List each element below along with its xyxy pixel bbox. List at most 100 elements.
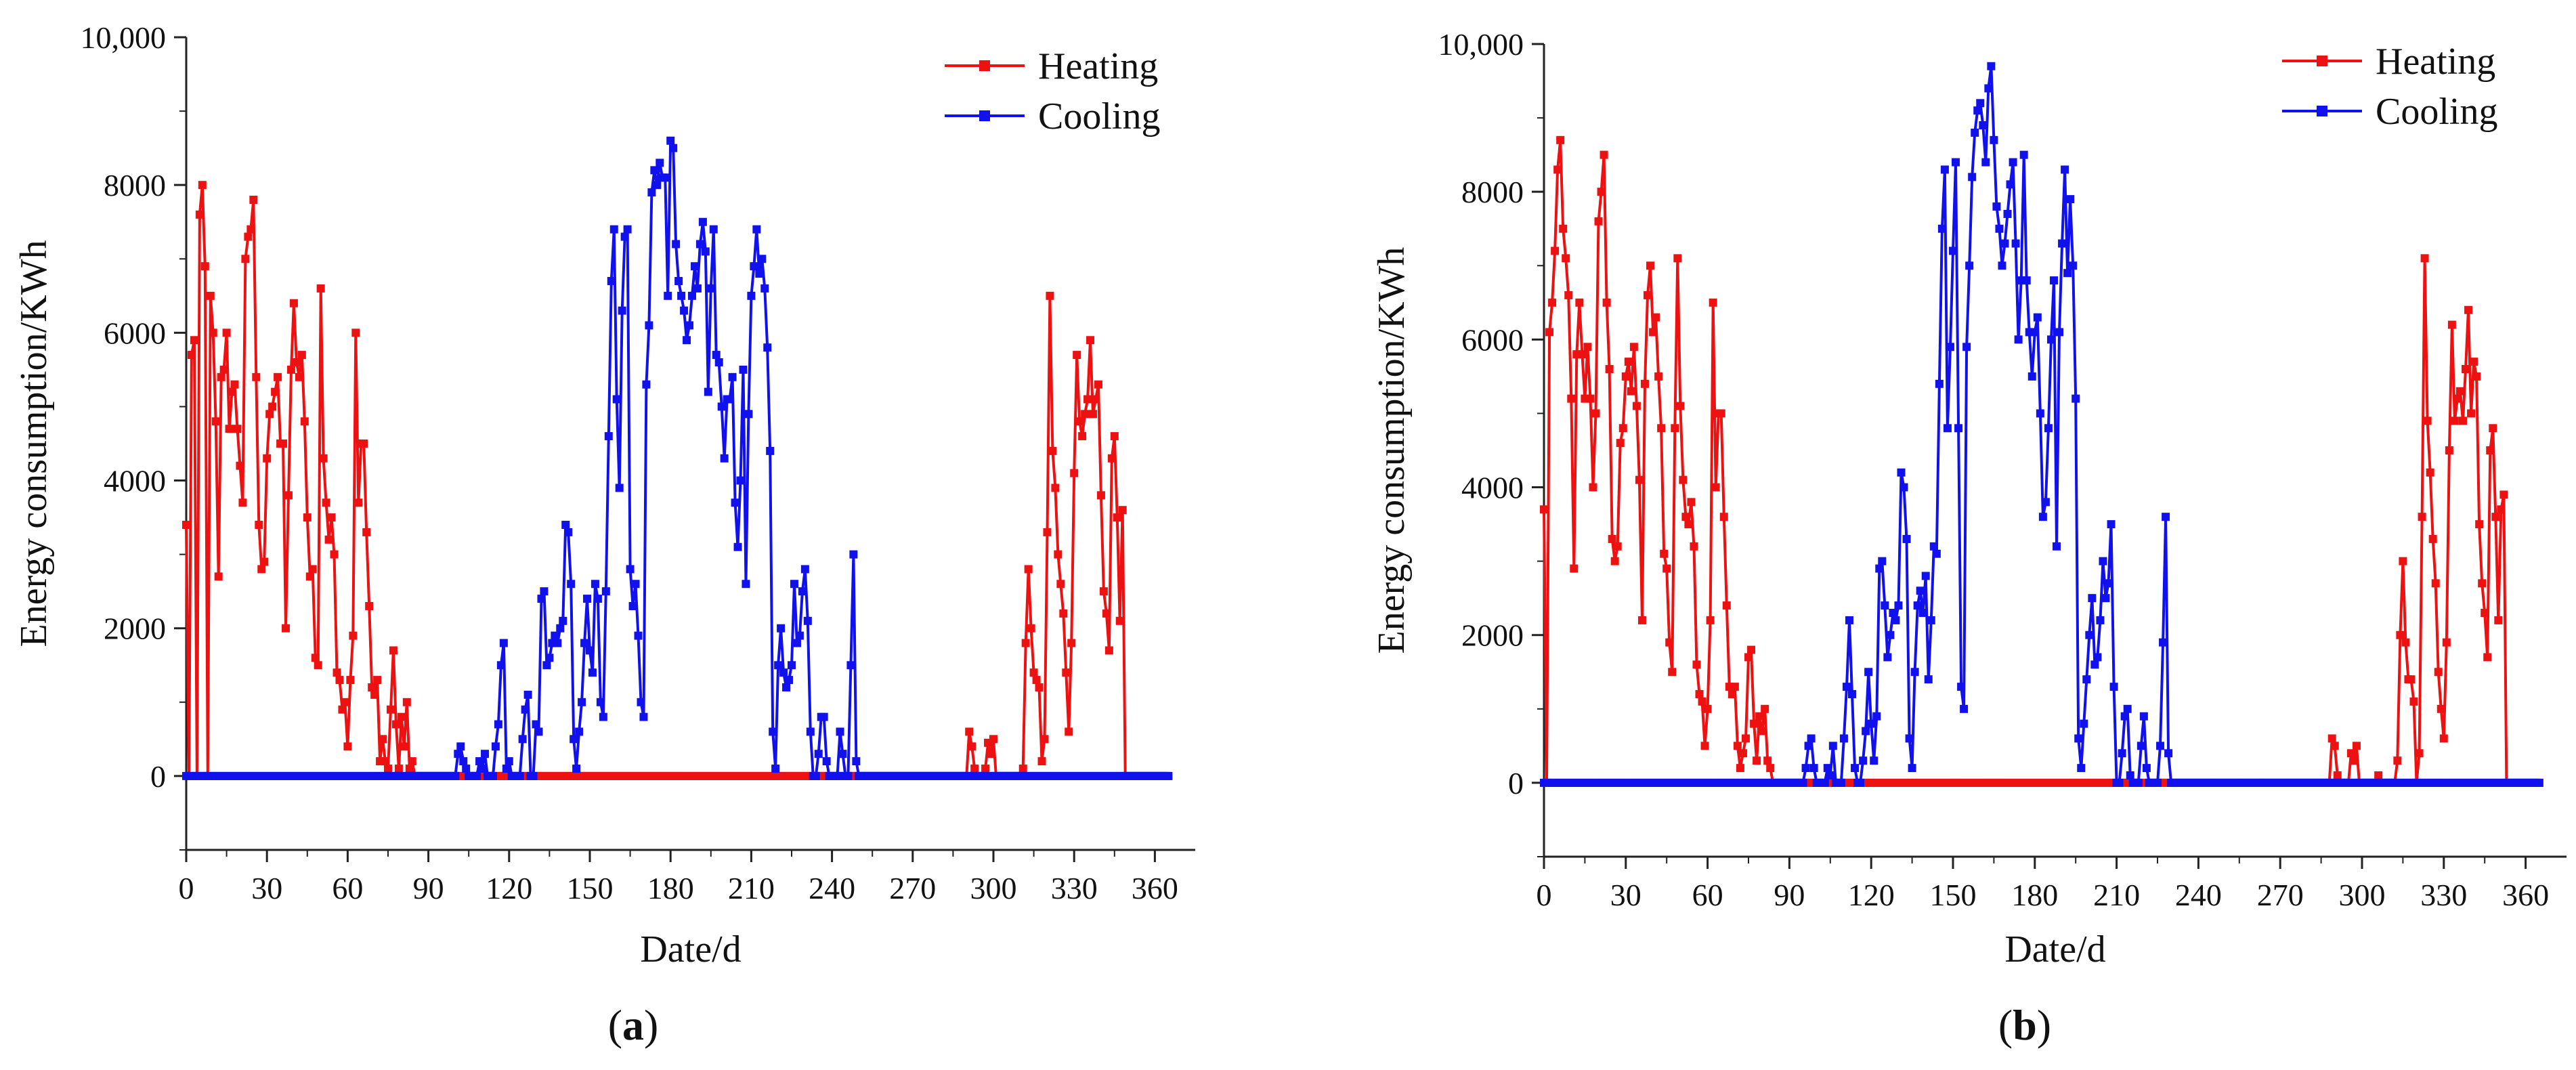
x-tick-label: 210: [728, 871, 775, 905]
heating-point: [1684, 520, 1693, 529]
cooling-point: [1894, 601, 1903, 610]
x-tick-label: 210: [2093, 878, 2140, 912]
heating-point: [2455, 387, 2464, 395]
cooling-point: [1998, 261, 2006, 270]
cooling-point: [1891, 616, 1900, 624]
y-tick-label: 8000: [104, 168, 166, 202]
cooling-point: [792, 639, 801, 647]
heating-point: [2486, 446, 2495, 454]
cooling-point: [2022, 276, 2031, 285]
heating-point: [1679, 475, 1688, 484]
heating-point: [1761, 704, 1769, 713]
heating-point: [1113, 513, 1121, 522]
heating-point: [1706, 616, 1715, 624]
cooling-point: [795, 631, 804, 640]
heating-point: [1091, 395, 1100, 404]
cooling-point: [720, 454, 729, 463]
cooling-point: [1971, 128, 1979, 137]
heating-point: [2458, 416, 2467, 425]
cooling-point: [1908, 764, 1916, 773]
cooling-point: [1870, 756, 1879, 765]
cooling-point: [2156, 742, 2165, 750]
heating-point: [332, 668, 341, 677]
heating-point: [389, 646, 398, 655]
cooling-point: [2038, 513, 2047, 521]
heating-point: [1018, 765, 1027, 773]
cooling-point: [1921, 572, 1930, 580]
cooling-point: [601, 587, 610, 596]
heating-point: [1059, 609, 1068, 618]
heating-point: [1616, 439, 1625, 448]
cooling-point: [1878, 557, 1887, 565]
cooling-point: [1889, 609, 1897, 617]
heating-point: [182, 521, 190, 529]
heating-point: [1738, 749, 1747, 758]
heating-point: [2374, 771, 2383, 779]
heating-point: [1692, 660, 1701, 669]
heating-point: [1627, 387, 1635, 395]
cooling-point: [2000, 239, 2009, 248]
y-tick-label: 0: [150, 759, 166, 794]
cooling-point: [661, 173, 670, 182]
heating-legend-label: Heating: [1038, 45, 1158, 87]
x-tick-label: 0: [1537, 878, 1552, 912]
cooling-point: [701, 247, 710, 256]
heating-point: [402, 698, 411, 706]
cooling-point: [731, 498, 739, 507]
cooling-point: [637, 698, 645, 706]
cooling-point: [2080, 719, 2088, 728]
heating-point: [386, 705, 395, 714]
x-tick-label: 240: [2175, 878, 2222, 912]
cooling-point: [2011, 239, 2020, 248]
heating-point: [1594, 217, 1603, 226]
cooling-markers: [182, 136, 1173, 780]
cooling-point: [2030, 328, 2039, 337]
cooling-point: [2036, 409, 2044, 418]
heating-point: [1107, 454, 1116, 463]
heating-point: [1086, 336, 1095, 345]
heating-point: [1540, 505, 1548, 514]
x-tick-label: 330: [1051, 871, 1098, 905]
cooling-point: [2088, 594, 2097, 603]
heating-point: [1618, 424, 1627, 433]
heating-point: [1104, 646, 1113, 655]
cooling-legend-label: Cooling: [2376, 91, 2497, 133]
heating-point: [2346, 749, 2355, 758]
cooling-point: [518, 735, 527, 744]
cooling-point: [1910, 668, 1919, 677]
cooling-point: [1960, 704, 1969, 713]
cooling-point: [2009, 158, 2017, 167]
cooling-point: [2126, 771, 2134, 779]
x-axis-title: Date/d: [2004, 928, 2105, 970]
cooling-point: [685, 321, 694, 330]
x-axis-title: Date/d: [640, 928, 741, 970]
cooling-point: [704, 387, 712, 396]
x-tick-label: 360: [2502, 878, 2549, 912]
cooling-point: [1940, 165, 1949, 174]
cooling-series-line: [186, 139, 1169, 777]
heating-point: [970, 765, 979, 773]
cooling-point: [534, 727, 543, 736]
y-tick-label: 2000: [1461, 618, 1524, 653]
heating-point: [303, 513, 312, 522]
heating-point: [249, 196, 258, 204]
cooling-point: [774, 661, 783, 670]
heating-point: [1548, 298, 1557, 307]
cooling-point: [2107, 520, 2116, 529]
heating-point: [1744, 653, 1753, 662]
cooling-legend-marker: [2317, 106, 2327, 116]
cooling-point: [612, 395, 621, 404]
cooling-point: [798, 587, 807, 596]
cooling-point: [849, 550, 858, 559]
cooling-point: [1807, 734, 1816, 743]
cooling-point: [537, 595, 546, 603]
heating-point: [1681, 513, 1690, 521]
cooling-point: [647, 188, 656, 197]
cooling-point: [1987, 62, 1996, 70]
heating-point: [295, 372, 303, 381]
heating-point: [252, 372, 261, 381]
cooling-point: [645, 321, 653, 330]
cooling-point: [454, 750, 463, 758]
heating-point: [1062, 668, 1071, 677]
cooling-point: [1990, 135, 1998, 144]
